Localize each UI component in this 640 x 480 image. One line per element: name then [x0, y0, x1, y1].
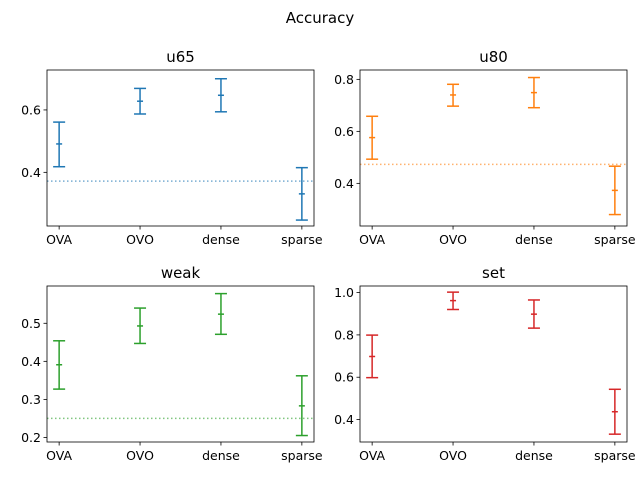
errorbar-dense — [214, 77, 227, 113]
subplot-u65: u65 OVA OVO dense sparse 0.4 0.6 — [21, 48, 323, 247]
x-tick-label: OVA — [359, 232, 385, 247]
x-tick-label: OVO — [126, 448, 154, 463]
subplot-set: set OVA OVO dense sparse 0.4 0.6 0.8 1.0 — [334, 264, 636, 463]
x-tick-label: OVA — [359, 448, 385, 463]
y-tick-label: 1.0 — [334, 285, 354, 300]
x-tick-label: sparse — [281, 448, 323, 463]
axes-frame — [46, 69, 315, 227]
y-tick-label: 0.5 — [21, 316, 41, 331]
x-tick-label: dense — [515, 232, 553, 247]
errorbar-sparse — [295, 166, 308, 221]
subplot-title: u65 — [166, 48, 195, 66]
errorbar-OVA — [53, 340, 66, 390]
y-tick-label: 0.4 — [334, 176, 354, 191]
x-tick-label: sparse — [594, 448, 636, 463]
axes-frame — [46, 285, 315, 443]
errorbar-OVO — [447, 83, 460, 107]
y-tick-label: 0.8 — [334, 327, 354, 342]
x-tick-label: dense — [515, 448, 553, 463]
x-tick-label: sparse — [281, 232, 323, 247]
y-tick-label: 0.2 — [21, 430, 41, 445]
errorbar-OVA — [366, 115, 379, 160]
y-tick-label: 0.4 — [21, 354, 41, 369]
errorbar-OVO — [134, 307, 147, 345]
subplot-title: u80 — [479, 48, 508, 66]
errorbar-OVO — [447, 291, 460, 311]
subplots-grid: u65 OVA OVO dense sparse 0.4 0.6 u80 OVA OVO dense… — [21, 48, 636, 463]
errorbar-sparse — [608, 388, 621, 435]
axes-frame — [359, 285, 628, 443]
y-tick-label: 0.6 — [334, 124, 354, 139]
y-tick-label: 0.3 — [21, 392, 41, 407]
x-tick-label: dense — [202, 232, 240, 247]
x-tick-label: OVA — [46, 448, 72, 463]
x-tick-label: dense — [202, 448, 240, 463]
y-tick-label: 0.6 — [334, 370, 354, 385]
x-tick-label: OVO — [439, 232, 467, 247]
y-tick-label: 0.6 — [21, 102, 41, 117]
y-tick-label: 0.4 — [334, 412, 354, 427]
figure-title: Accuracy — [286, 9, 355, 27]
y-tick-label: 0.4 — [21, 165, 41, 180]
errorbar-sparse — [295, 375, 308, 437]
subplot-title: weak — [161, 264, 201, 282]
errorbar-dense — [527, 76, 540, 109]
x-tick-label: OVA — [46, 232, 72, 247]
errorbar-OVO — [134, 87, 147, 115]
axes-frame — [359, 69, 628, 227]
errorbar-OVA — [53, 121, 66, 168]
x-tick-label: OVO — [439, 448, 467, 463]
errorbar-sparse — [608, 165, 621, 216]
x-tick-label: OVO — [126, 232, 154, 247]
errorbar-OVA — [366, 334, 379, 379]
subplot-title: set — [482, 264, 505, 282]
y-tick-label: 0.8 — [334, 72, 354, 87]
subplot-weak: weak OVA OVO dense sparse 0.2 0.3 0.4 0.5 — [21, 264, 323, 463]
x-tick-label: sparse — [594, 232, 636, 247]
subplot-u80: u80 OVA OVO dense sparse 0.4 0.6 0.8 — [334, 48, 636, 247]
errorbar-dense — [527, 299, 540, 329]
errorbar-dense — [214, 292, 227, 336]
